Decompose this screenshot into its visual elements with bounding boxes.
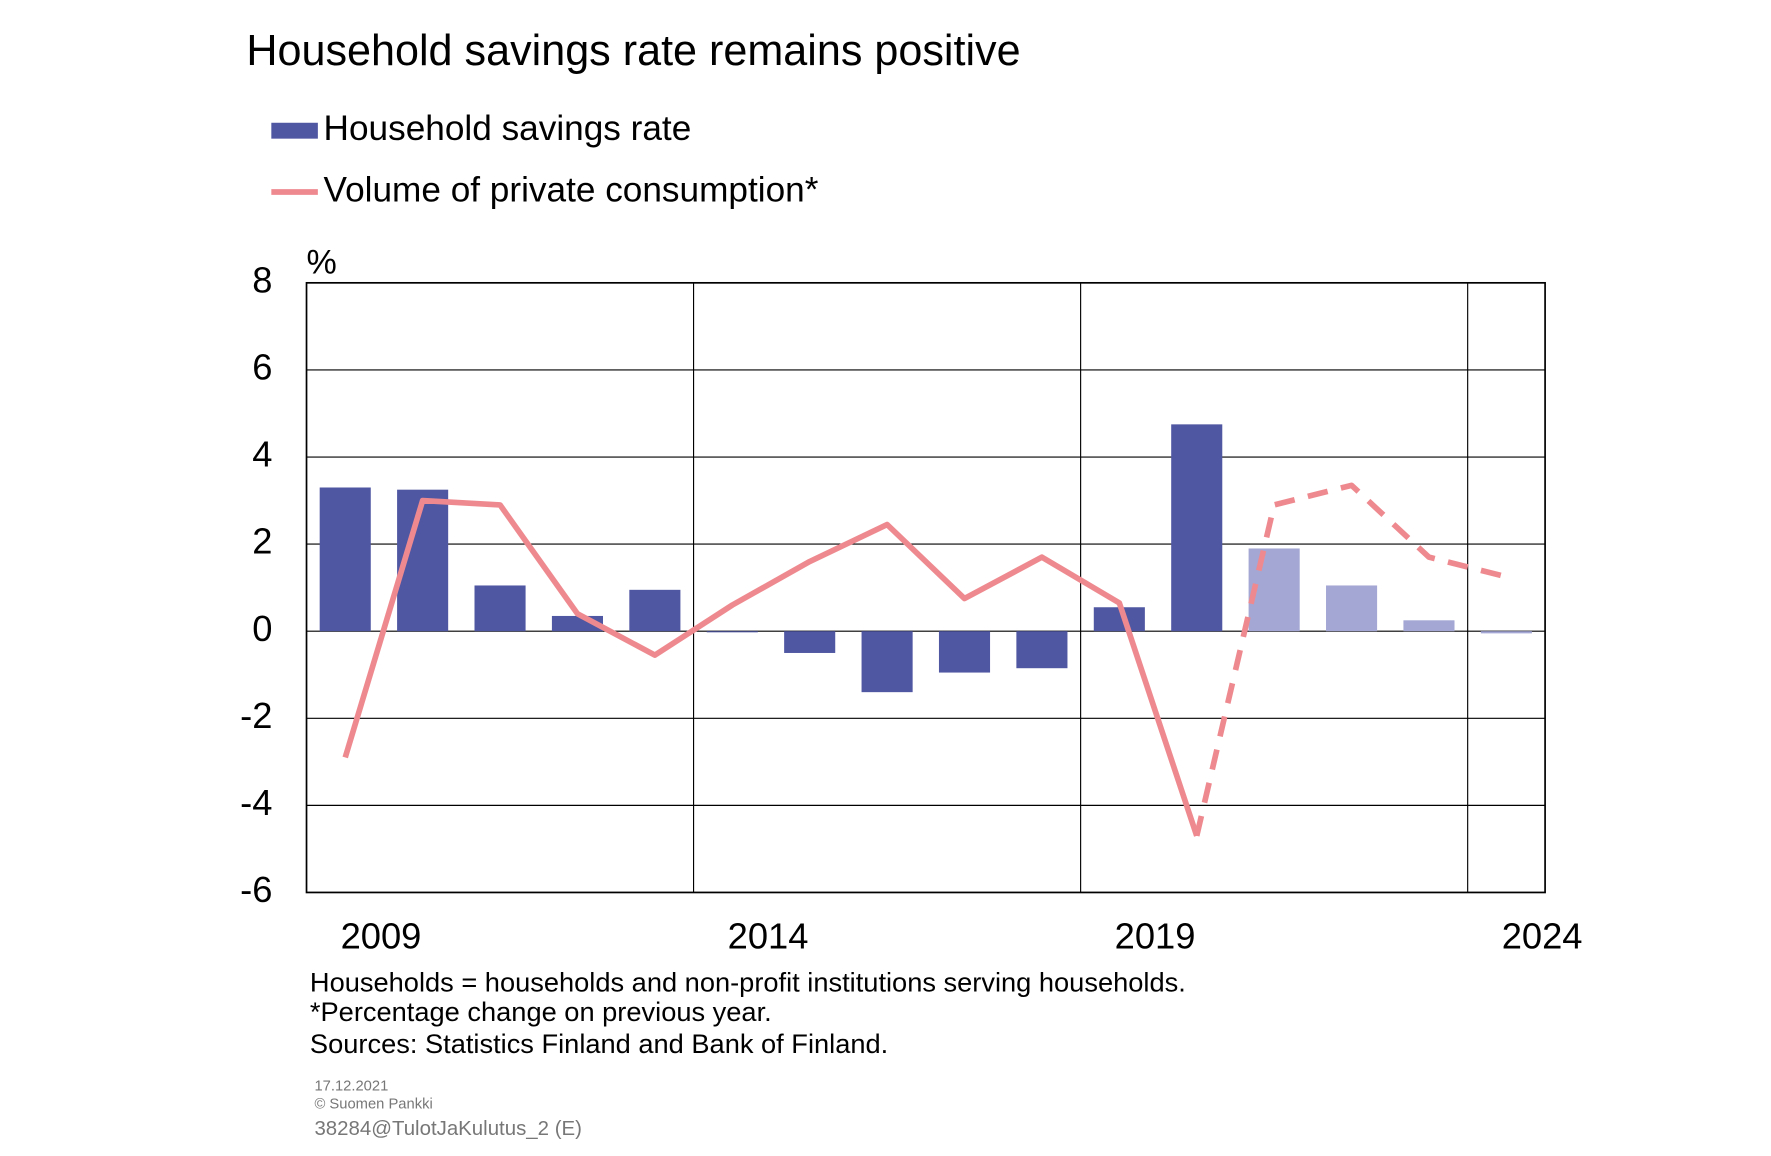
bar (1016, 631, 1068, 669)
bar (1480, 631, 1532, 634)
line-series (342, 497, 1200, 837)
y-tick-label: 2 (252, 521, 272, 562)
credit: 17.12.2021 (314, 1078, 388, 1094)
bar (1403, 620, 1455, 632)
x-tick-label: 2014 (728, 916, 809, 957)
y-tick-label: 0 (252, 608, 272, 649)
legend-label: Household savings rate (324, 109, 692, 148)
y-tick-label: 8 (252, 259, 272, 300)
bar (1093, 607, 1145, 632)
legend-label: Volume of private consumption* (324, 170, 819, 209)
plot-frame (305, 281, 1546, 894)
bar (938, 631, 991, 673)
y-tick-label: 4 (252, 434, 272, 475)
footnote: Households = households and non-profit i… (310, 967, 1186, 998)
y-unit: % (307, 244, 337, 282)
bar (474, 585, 526, 632)
credit: 38284@TulotJaKulutus_2 (E) (314, 1118, 581, 1140)
y-tick-label: -2 (240, 695, 272, 736)
bar (629, 589, 681, 632)
x-tick-label: 2019 (1115, 916, 1196, 957)
chart-title: Household savings rate remains positive (246, 27, 1020, 75)
credit: © Suomen Pankki (314, 1097, 432, 1113)
bar (706, 631, 758, 633)
bar (319, 487, 371, 632)
x-tick-label: 2024 (1502, 916, 1583, 957)
bar (1326, 585, 1378, 632)
bar (1171, 424, 1223, 632)
line-series (1193, 482, 1508, 837)
y-tick-label: -4 (240, 782, 272, 823)
legend-swatch (271, 122, 318, 139)
footnote: Sources: Statistics Finland and Bank of … (310, 1028, 888, 1059)
y-tick-label: 6 (252, 347, 272, 388)
x-tick-label: 2009 (341, 916, 422, 957)
y-tick-label: -6 (240, 869, 272, 910)
bar (861, 631, 913, 693)
bar (784, 631, 836, 653)
footnote: *Percentage change on previous year. (310, 996, 772, 1027)
